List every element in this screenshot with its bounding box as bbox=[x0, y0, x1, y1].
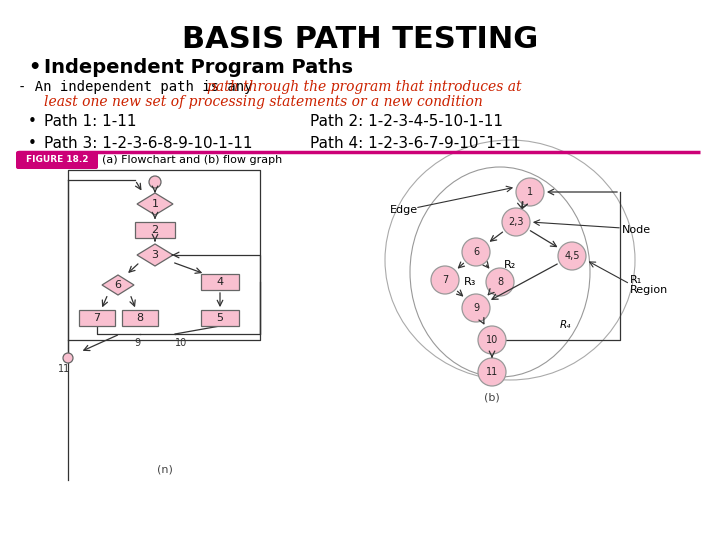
Circle shape bbox=[558, 242, 586, 270]
Text: R₄: R₄ bbox=[559, 320, 571, 330]
Text: 9: 9 bbox=[473, 303, 479, 313]
Circle shape bbox=[516, 178, 544, 206]
Text: 6: 6 bbox=[114, 280, 122, 290]
Text: 5: 5 bbox=[217, 313, 223, 323]
Text: (n): (n) bbox=[157, 465, 173, 475]
Text: 10: 10 bbox=[175, 338, 187, 348]
Text: path through the program that introduces at: path through the program that introduces… bbox=[207, 80, 521, 94]
Text: Node: Node bbox=[622, 225, 651, 235]
Circle shape bbox=[478, 326, 506, 354]
Circle shape bbox=[478, 358, 506, 386]
Text: 1: 1 bbox=[151, 199, 158, 209]
Text: (a) Flowchart and (b) flow graph: (a) Flowchart and (b) flow graph bbox=[102, 155, 282, 165]
Circle shape bbox=[462, 294, 490, 322]
Text: Path 2: 1-2-3-4-5-10-1-11: Path 2: 1-2-3-4-5-10-1-11 bbox=[310, 114, 503, 129]
Text: Path 4: 1-2-3-6-7-9-10¯1-11: Path 4: 1-2-3-6-7-9-10¯1-11 bbox=[310, 136, 521, 151]
Text: Edge: Edge bbox=[390, 205, 418, 215]
Text: R₁: R₁ bbox=[630, 275, 642, 285]
Text: Region: Region bbox=[630, 285, 668, 295]
FancyBboxPatch shape bbox=[16, 151, 98, 169]
Circle shape bbox=[63, 353, 73, 363]
Text: 1: 1 bbox=[527, 187, 533, 197]
Text: least one new set of processing statements or a new condition: least one new set of processing statemen… bbox=[44, 95, 482, 109]
FancyBboxPatch shape bbox=[201, 274, 239, 290]
Text: 10: 10 bbox=[486, 335, 498, 345]
Polygon shape bbox=[102, 275, 134, 295]
Text: •: • bbox=[28, 114, 37, 129]
Text: 6: 6 bbox=[473, 247, 479, 257]
Text: FIGURE 18.2: FIGURE 18.2 bbox=[26, 156, 89, 165]
Circle shape bbox=[462, 238, 490, 266]
Text: 3: 3 bbox=[151, 250, 158, 260]
Text: •: • bbox=[28, 58, 40, 77]
Text: 4,5: 4,5 bbox=[564, 251, 580, 261]
Circle shape bbox=[431, 266, 459, 294]
Text: (b): (b) bbox=[484, 392, 500, 402]
Text: 9: 9 bbox=[134, 338, 140, 348]
Text: Path 3: 1-2-3-6-8-9-10-1-11: Path 3: 1-2-3-6-8-9-10-1-11 bbox=[44, 136, 253, 151]
Text: R₃: R₃ bbox=[464, 277, 476, 287]
Circle shape bbox=[486, 268, 514, 296]
Text: R₂: R₂ bbox=[504, 260, 516, 270]
Polygon shape bbox=[137, 244, 173, 266]
Text: BASIS PATH TESTING: BASIS PATH TESTING bbox=[182, 25, 538, 54]
Circle shape bbox=[502, 208, 530, 236]
Text: - An independent path is any: - An independent path is any bbox=[18, 80, 261, 94]
Text: •: • bbox=[28, 136, 37, 151]
Text: Path 1: 1-11: Path 1: 1-11 bbox=[44, 114, 137, 129]
Polygon shape bbox=[137, 193, 173, 215]
Text: 4: 4 bbox=[217, 277, 224, 287]
Text: 8: 8 bbox=[497, 277, 503, 287]
FancyBboxPatch shape bbox=[79, 310, 115, 326]
FancyBboxPatch shape bbox=[135, 222, 175, 238]
FancyBboxPatch shape bbox=[122, 310, 158, 326]
Text: 7: 7 bbox=[442, 275, 448, 285]
Text: 7: 7 bbox=[94, 313, 101, 323]
Text: 8: 8 bbox=[136, 313, 143, 323]
Text: Independent Program Paths: Independent Program Paths bbox=[44, 58, 353, 77]
Text: 2,3: 2,3 bbox=[508, 217, 523, 227]
Text: 2: 2 bbox=[151, 225, 158, 235]
Text: 11: 11 bbox=[486, 367, 498, 377]
Text: 11: 11 bbox=[58, 364, 70, 374]
FancyBboxPatch shape bbox=[201, 310, 239, 326]
Circle shape bbox=[149, 176, 161, 188]
